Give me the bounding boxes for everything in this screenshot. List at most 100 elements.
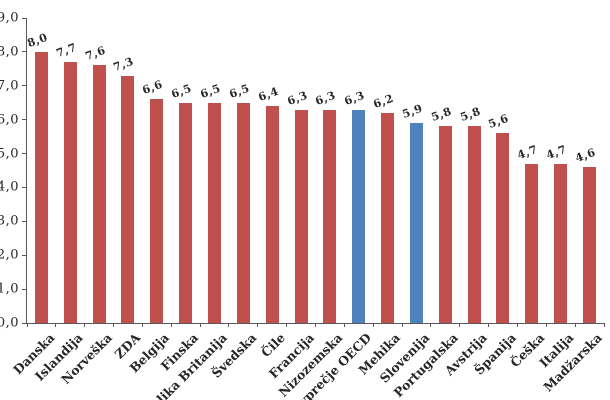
bar: 6,3 [285,88,309,323]
bar-slot: 4,7 Češka [507,18,547,370]
bar-value-label: 5,8 [458,105,482,125]
x-axis-tick [170,323,172,327]
bar: 6,3 [314,88,338,323]
bar: 4,7 [516,142,540,323]
x-axis-tick [199,323,201,327]
bar: 7,6 [83,44,107,323]
bar-value-label: 5,6 [486,111,511,132]
bar-value-label: 6,6 [140,78,165,98]
bar-slot: 6,5 Velika Britanija [142,18,230,400]
bar: 6,5 [227,81,251,323]
bar-value-label: 4,7 [544,142,569,162]
y-tick-label: 2,0 [0,247,19,263]
bar-value-label: 6,4 [256,84,281,105]
x-axis-tick [603,323,605,327]
y-axis-tick [22,220,27,222]
x-axis-tick [430,323,432,327]
x-axis-tick [113,323,115,327]
y-axis-tick [22,322,27,324]
bar-slot: 6,4 Čile [256,18,288,360]
bar-value-label: 6,3 [285,88,309,108]
x-axis-tick [315,323,316,327]
x-axis-tick [488,323,490,327]
x-axis-tick [516,323,518,327]
bar-value-label: 5,9 [400,101,425,122]
bar-slot: 7,6 Norveška [58,18,115,387]
bar: 7,3 [112,54,136,323]
bar-value-label: 7,3 [112,54,136,74]
bar-value-label: 6,5 [169,81,194,101]
x-axis-tick [286,323,288,327]
x-axis-tick [545,323,547,327]
y-axis-tick [22,288,27,290]
bar: 6,2 [372,92,395,323]
x-axis-tick [84,323,86,327]
x-axis-tick [55,323,57,327]
bar-value-label: 8,0 [25,30,50,50]
y-tick-label: 0,0 [0,315,19,331]
bar-slot: 4,7 Italija [536,18,576,370]
bar-slot: 6,3 Francija [265,18,316,381]
y-tick-label: 5,0 [0,146,19,162]
x-axis-tick [343,323,345,327]
bar-value-label: 5,8 [429,105,454,125]
bar: 6,6 [141,78,165,323]
bar-slot: 5,8 Portugalska [391,18,461,400]
x-axis-tick [141,323,143,327]
bar: 7,7 [54,41,78,323]
bar: 5,8 [458,105,482,323]
bar: 6,5 [199,81,222,323]
bar-slot: 5,6 Španija [471,18,519,378]
bar-slot: 8,0 Danska [10,18,57,378]
y-axis-tick [22,254,27,256]
bar-value-label: 6,3 [342,88,367,108]
x-axis-tick [26,323,28,327]
bar: 8,0 [25,31,49,323]
y-tick-label: 9,0 [0,10,19,26]
bar: 6,5 [170,81,194,323]
y-axis-tick [22,17,27,19]
x-axis-tick [257,323,259,327]
y-tick-label: 4,0 [0,179,19,195]
y-axis-tick [22,119,27,121]
x-axis-tick [401,323,403,327]
bar-slot: 7,3 ZDA [112,18,144,361]
bar-value-label: 6,5 [227,81,252,101]
bars-layer: 8,0 Danska 7,7 Islandija 7,6 Norveška 7,3 ZDA 6,… [10,18,606,400]
bar-value-label: 4,7 [515,142,540,162]
x-axis-tick [228,323,230,327]
bar: 4,7 [545,142,569,323]
bar-slot: 5,9 Slovenija [376,18,432,386]
y-tick-label: 1,0 [0,281,19,297]
bar-value-label: 7,7 [54,40,79,61]
bar: 5,9 [400,102,424,323]
bar-slot: 6,3 Nizozemska [276,18,346,400]
bar: 6,4 [256,85,280,323]
x-axis-tick [372,323,374,327]
bar-slot: 6,5 Švedska [208,18,259,380]
y-tick-label: 8,0 [0,44,19,60]
bar-value-label: 6,2 [371,91,396,111]
bar: 5,8 [429,105,453,323]
y-axis-tick [22,51,27,53]
y-tick-label: 3,0 [0,213,19,229]
bar: 4,6 [574,146,597,323]
plot-area: 0,0 1,0 2,0 3,0 4,0 5,0 6,0 7,0 8,0 9,0 8,0 Danska… [0,11,606,400]
bar-slot: 5,8 Avstrija [441,18,489,378]
bar: 5,6 [487,112,511,323]
y-axis-tick [22,186,27,188]
bar-slot: 6,3 Povprečje OECD [283,18,374,400]
bar-value-label: 4,6 [573,145,598,166]
x-axis-tick [574,323,576,327]
bar-slot: 6,2 Mehika [356,18,404,378]
bar-value-label: 6,3 [313,88,338,108]
bar-slot: 6,6 Belgija [127,18,173,375]
bar-slot: 4,6 Madžarska [541,18,606,395]
bar: 6,3 [343,88,367,323]
x-axis-tick [459,323,461,327]
bar-value-label: 6,5 [198,81,223,101]
bar-slot: 6,5 Finska [158,18,201,373]
y-axis-tick [22,153,27,155]
bar-value-label: 7,6 [83,44,108,64]
